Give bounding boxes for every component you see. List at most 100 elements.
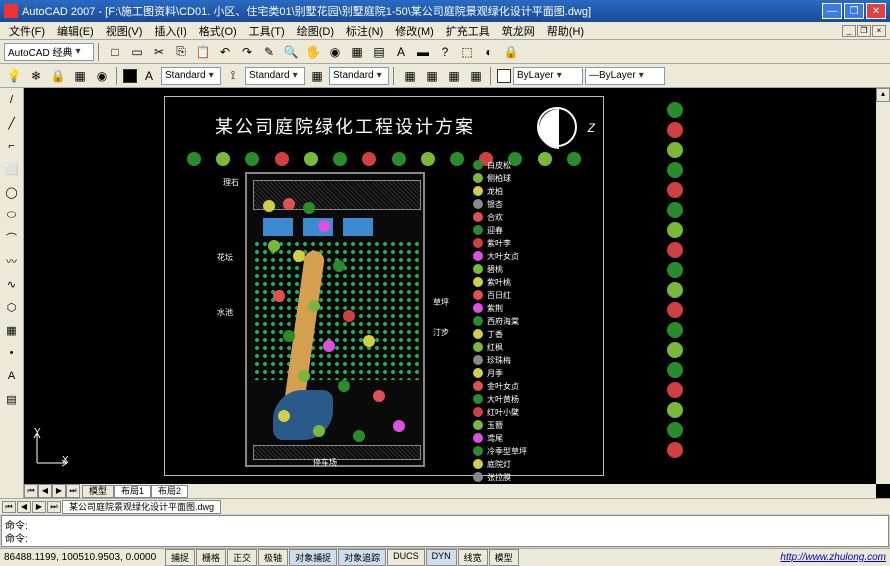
document-tab[interactable]: 某公司庭院景观绿化设计平面图.dwg xyxy=(62,500,221,514)
scroll-up-button[interactable]: ▴ xyxy=(876,88,890,102)
draw-tool-button[interactable]: A xyxy=(2,366,22,386)
menu-item[interactable]: 帮助(H) xyxy=(542,22,589,40)
letter-a-icon[interactable]: A xyxy=(139,66,159,86)
menu-item[interactable]: 绘图(D) xyxy=(292,22,339,40)
toolbar-button[interactable]: A xyxy=(391,42,411,62)
toolbar-button[interactable]: ↶ xyxy=(215,42,235,62)
model-tab[interactable]: 模型 xyxy=(82,485,114,498)
maximize-button[interactable]: ❐ xyxy=(844,3,864,19)
dimstyle-icon[interactable]: ⟟ xyxy=(223,66,243,86)
tab-first-button[interactable]: ⏮ xyxy=(24,484,38,498)
draw-tool-button[interactable]: ⬭ xyxy=(2,205,22,225)
menu-item[interactable]: 修改(M) xyxy=(390,22,439,40)
doc-prev-button[interactable]: ◀ xyxy=(17,501,31,513)
doc-next-button[interactable]: ▶ xyxy=(32,501,46,513)
close-button[interactable]: ✕ xyxy=(866,3,886,19)
property-button[interactable]: ▦ xyxy=(422,66,442,86)
command-window[interactable]: 命令: 命令: xyxy=(1,515,889,547)
legend-label: 迎春 xyxy=(487,225,503,236)
coordinates-display[interactable]: 86488.1199, 100510.9503, 0.0000 xyxy=(4,552,164,563)
status-toggle[interactable]: DYN xyxy=(426,549,457,566)
tablestyle-combo[interactable]: Standard xyxy=(329,67,389,85)
layer-button[interactable]: 💡 xyxy=(4,66,24,86)
toolbar-button[interactable]: 📋 xyxy=(193,42,213,62)
draw-tool-button[interactable]: ⬜ xyxy=(2,159,22,179)
property-button[interactable]: ▦ xyxy=(444,66,464,86)
minimize-button[interactable]: — xyxy=(822,3,842,19)
status-toggle[interactable]: 对象追踪 xyxy=(338,549,386,566)
toolbar-button[interactable]: 🔒 xyxy=(501,42,521,62)
toolbar-button[interactable]: ⎘ xyxy=(171,42,191,62)
draw-tool-button[interactable]: ╱ xyxy=(2,113,22,133)
toolbar-button[interactable]: 🖐 xyxy=(303,42,323,62)
property-button[interactable]: ▦ xyxy=(466,66,486,86)
doc-first-button[interactable]: ⏮ xyxy=(2,501,16,513)
draw-tool-button[interactable]: ∿ xyxy=(2,274,22,294)
tab-prev-button[interactable]: ◀ xyxy=(38,484,52,498)
menu-item[interactable]: 格式(O) xyxy=(194,22,242,40)
dimstyle-combo[interactable]: Standard xyxy=(245,67,305,85)
draw-tool-button[interactable]: / xyxy=(2,90,22,110)
tab-next-button[interactable]: ▶ xyxy=(52,484,66,498)
toolbar-button[interactable]: ▦ xyxy=(347,42,367,62)
vertical-scrollbar[interactable]: ▴ xyxy=(876,88,890,484)
drawing-canvas[interactable]: 某公司庭院绿化工程设计方案 Z 理石花坛水池草坪汀步停车场 xyxy=(24,88,890,498)
menu-item[interactable]: 标注(N) xyxy=(341,22,388,40)
menu-item[interactable]: 工具(T) xyxy=(244,22,290,40)
toolbar-button[interactable]: ? xyxy=(435,42,455,62)
layer-button[interactable]: 🔒 xyxy=(48,66,68,86)
status-toggle[interactable]: 栅格 xyxy=(196,549,226,566)
doc-last-button[interactable]: ⏭ xyxy=(47,501,61,513)
toolbar-button[interactable]: ✎ xyxy=(259,42,279,62)
toolbar-button[interactable]: ▬ xyxy=(413,42,433,62)
tablestyle-icon[interactable]: ▦ xyxy=(307,66,327,86)
toolbar-button[interactable]: ▭ xyxy=(127,42,147,62)
layer-button[interactable]: ❄ xyxy=(26,66,46,86)
textstyle-combo[interactable]: Standard xyxy=(161,67,221,85)
draw-tool-button[interactable]: • xyxy=(2,343,22,363)
menu-item[interactable]: 插入(I) xyxy=(149,22,191,40)
status-toggle[interactable]: 捕捉 xyxy=(165,549,195,566)
color-combo[interactable]: ByLayer xyxy=(513,67,583,85)
toolbar-button[interactable]: ↷ xyxy=(237,42,257,62)
toolbar-button[interactable]: ◐ xyxy=(479,42,499,62)
status-toggle[interactable]: 正交 xyxy=(227,549,257,566)
status-toggle[interactable]: 线宽 xyxy=(458,549,488,566)
toolbar-button[interactable]: □ xyxy=(105,42,125,62)
draw-tool-button[interactable]: 〰 xyxy=(2,251,22,271)
draw-tool-button[interactable]: ◯ xyxy=(2,182,22,202)
toolbar-button[interactable]: ▤ xyxy=(369,42,389,62)
toolbar-button[interactable]: ⬚ xyxy=(457,42,477,62)
menu-item[interactable]: 扩充工具 xyxy=(441,22,495,40)
layout-tab[interactable]: 布局1 xyxy=(114,485,151,498)
status-toggle[interactable]: 极轴 xyxy=(258,549,288,566)
menu-item[interactable]: 筑龙网 xyxy=(497,22,540,40)
tab-last-button[interactable]: ⏭ xyxy=(66,484,80,498)
legend-row: 百日红 xyxy=(473,289,573,301)
layer-button[interactable]: ◉ xyxy=(92,66,112,86)
layer-button[interactable]: ▦ xyxy=(70,66,90,86)
draw-tool-button[interactable]: ⬡ xyxy=(2,297,22,317)
menu-item[interactable]: 编辑(E) xyxy=(52,22,99,40)
mdi-restore-button[interactable]: ❐ xyxy=(857,25,871,37)
menu-item[interactable]: 文件(F) xyxy=(4,22,50,40)
bylayer-color-swatch[interactable] xyxy=(497,69,511,83)
draw-tool-button[interactable]: ⌒ xyxy=(2,228,22,248)
mdi-min-button[interactable]: _ xyxy=(842,25,856,37)
toolbar-button[interactable]: ◉ xyxy=(325,42,345,62)
draw-tool-button[interactable]: ▦ xyxy=(2,320,22,340)
linetype-combo[interactable]: — ByLayer xyxy=(585,67,665,85)
color-swatch[interactable] xyxy=(123,69,137,83)
status-toggle[interactable]: 模型 xyxy=(489,549,519,566)
property-button[interactable]: ▦ xyxy=(400,66,420,86)
draw-tool-button[interactable]: ▤ xyxy=(2,389,22,409)
menu-item[interactable]: 视图(V) xyxy=(101,22,148,40)
toolbar-button[interactable]: ✂ xyxy=(149,42,169,62)
status-toggle[interactable]: DUCS xyxy=(387,549,425,566)
status-toggle[interactable]: 对象捕捉 xyxy=(289,549,337,566)
layout-tab[interactable]: 布局2 xyxy=(151,485,188,498)
mdi-close-button[interactable]: × xyxy=(872,25,886,37)
draw-tool-button[interactable]: ⌐ xyxy=(2,136,22,156)
workspace-combo[interactable]: AutoCAD 经典 xyxy=(4,43,94,61)
toolbar-button[interactable]: 🔍 xyxy=(281,42,301,62)
